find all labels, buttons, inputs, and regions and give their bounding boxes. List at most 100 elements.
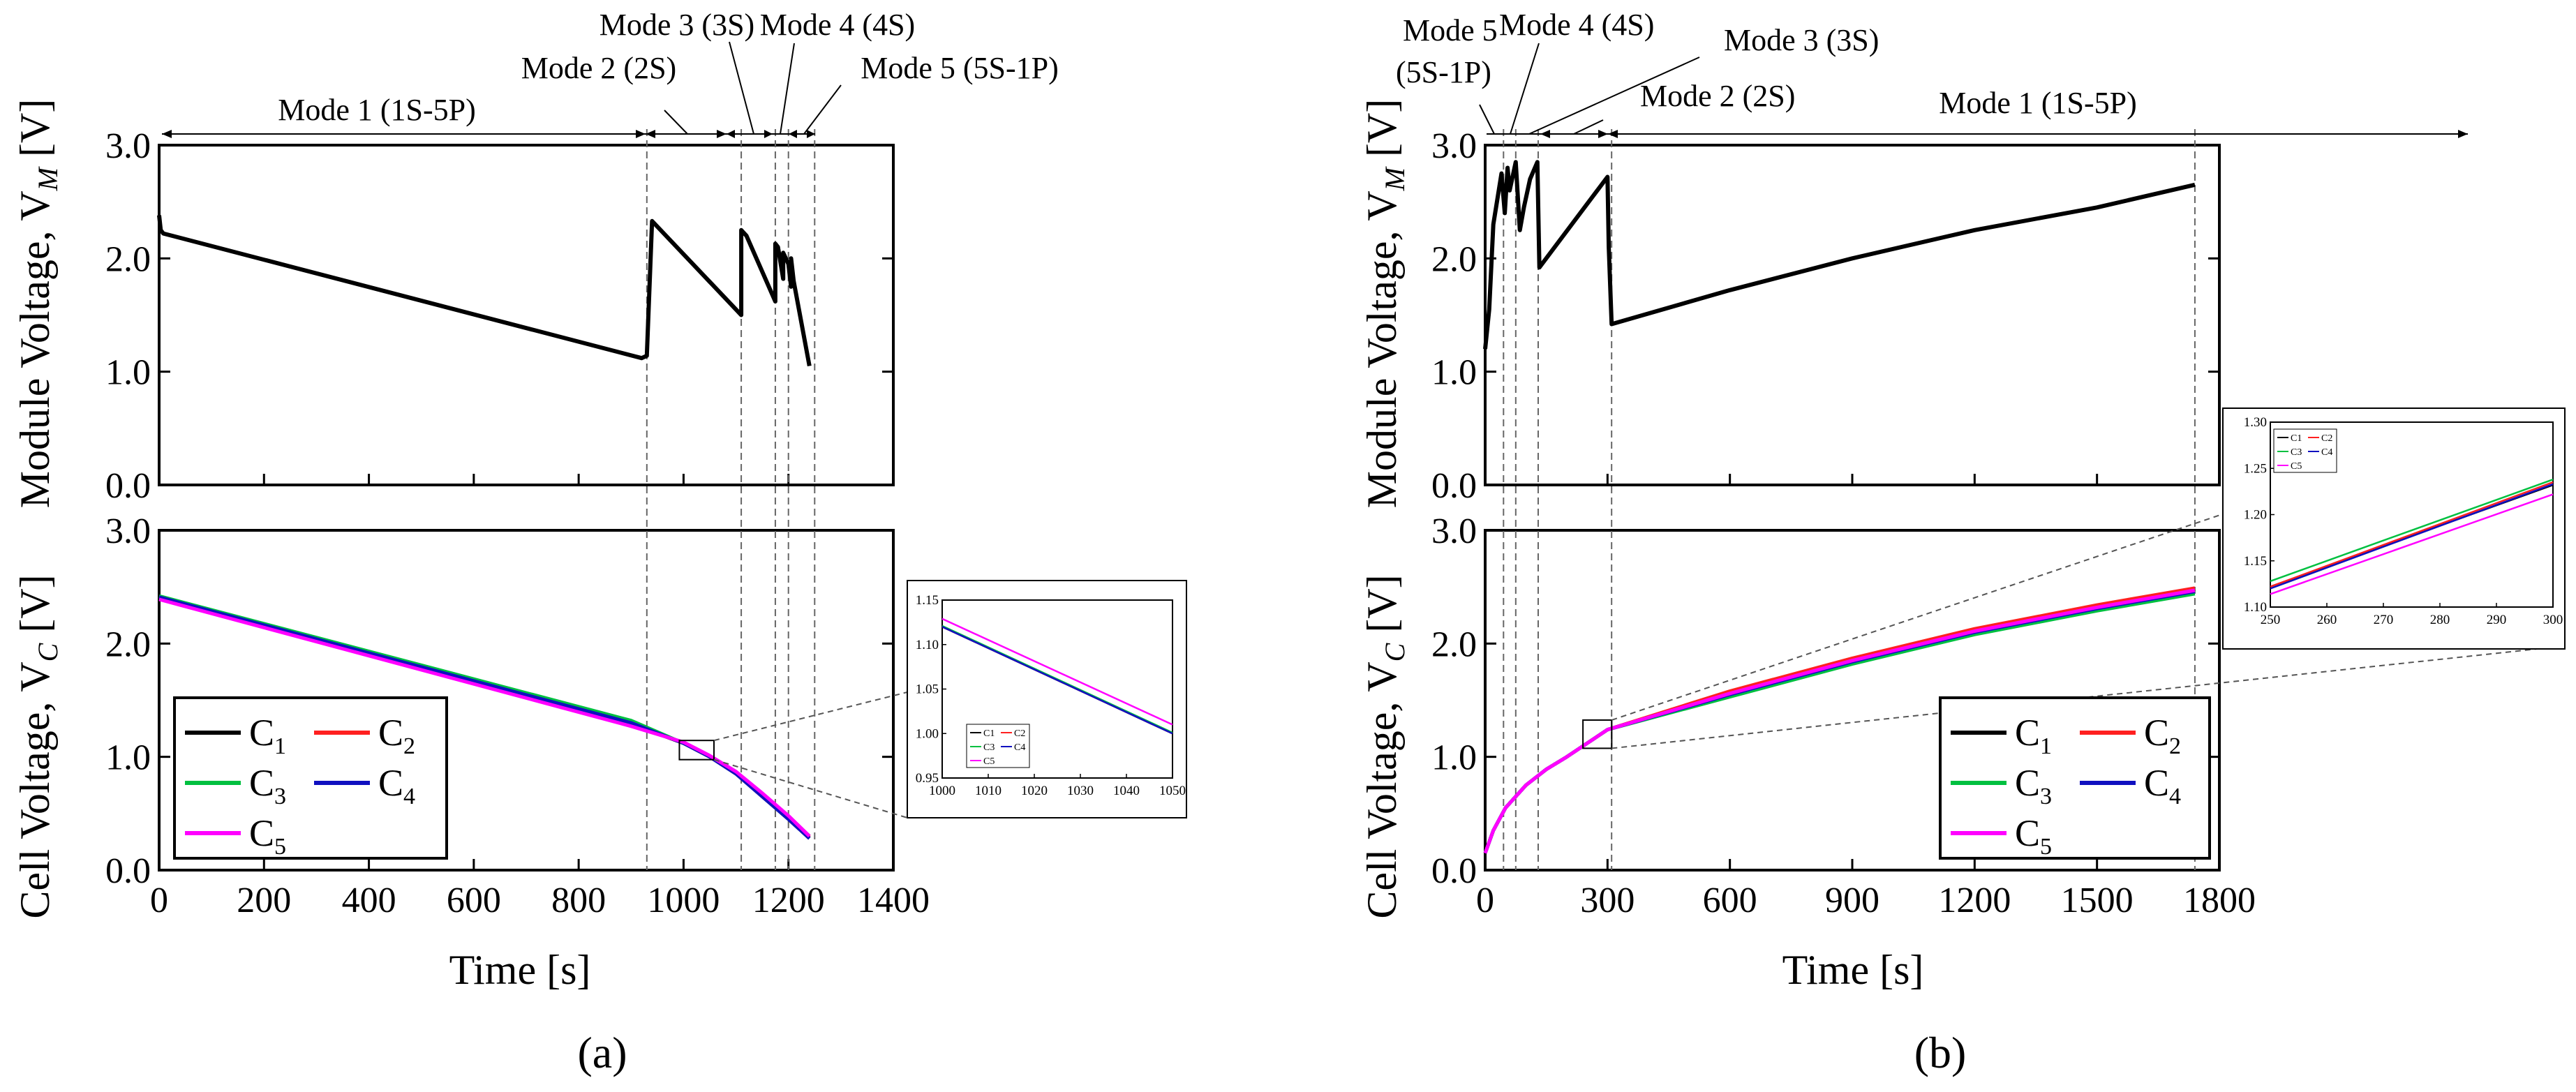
- xtick-label: 800: [551, 881, 606, 920]
- xlabel-b: Time [s]: [1782, 947, 1924, 993]
- inset-line-c2: [2270, 481, 2554, 588]
- cell-line-c5: [1483, 588, 2196, 854]
- inset-ytick-label: 1.25: [2244, 461, 2267, 476]
- inset-a: 1000 1010 1020 1030 1040 1050 0.95 1.00 1.05 1.10…: [907, 580, 1187, 818]
- module-ytick-label: 3.0: [1431, 126, 1477, 166]
- module-ytick-label: 2.0: [1431, 239, 1477, 279]
- mode-label-b-1: Mode 1 (1S-5P): [1939, 86, 2137, 120]
- mode-annotations-b: Mode 5 (5S-1P) Mode 4 (4S) Mode 3 (3S) M…: [1396, 8, 2468, 138]
- cell-ytick-label: 1.0: [1431, 738, 1477, 778]
- mode-label-a-3: Mode 3 (3S): [600, 8, 754, 42]
- inset-ytick-label: 1.15: [2244, 554, 2267, 569]
- inset-line-c4: [941, 626, 1173, 735]
- inset-legend-label-c2: C2: [2321, 433, 2332, 444]
- inset-xtick-label: 1050: [1159, 784, 1186, 798]
- mode-label-b-5: Mode 5: [1403, 13, 1498, 47]
- inset-ytick-label: 1.10: [916, 638, 939, 652]
- inset-ytick-label: 1.10: [2244, 600, 2267, 615]
- inset-ytick-label: 1.30: [2244, 415, 2267, 430]
- inset-legend-label-c1: C1: [2291, 433, 2302, 444]
- xtick-label: 1000: [647, 881, 720, 920]
- inset-legend-label-c3: C3: [2291, 447, 2302, 458]
- panel-b: 0.0 1.0 2.0 3.0 0.0 1.0 2.0 3.0 0 300 600 900 1200…: [1396, 8, 2566, 1077]
- ylabel-module-b: Module Voltage, VM [V]: [1359, 99, 1410, 509]
- cell-ytick-label: 0.0: [105, 851, 151, 891]
- xtick-label: 600: [1703, 881, 1757, 920]
- xtick-label: 0: [150, 881, 168, 920]
- mode-annotations-a: Mode 1 (1S-5P) Mode 2 (2S) Mode 3 (3S) M…: [162, 8, 1059, 138]
- mode-label-a-1: Mode 1 (1S-5P): [278, 93, 476, 127]
- cell-line-c5: [158, 597, 811, 838]
- xtick-label: 1200: [1938, 881, 2011, 920]
- xtick-label: 200: [237, 881, 291, 920]
- legend-label-c3: C3: [2015, 762, 2052, 809]
- legend-label-c2: C2: [378, 712, 415, 759]
- panel-a: 0.0 1.0 2.0 3.0 0.0 1.0 2.0 3.0 0 200 400 600 800 1…: [105, 8, 1187, 1077]
- inset-b: 250 260 270 280 290 300 1.10 1.15 1.20 1.25 1.30 C…: [2222, 407, 2566, 650]
- module-ytick-label: 2.0: [105, 239, 151, 279]
- inset-xtick-label: 280: [2430, 613, 2450, 627]
- cell-ytick-label: 2.0: [1431, 624, 1477, 664]
- zoom-connector: [713, 758, 908, 818]
- legend-label-c2: C2: [2144, 712, 2181, 759]
- inset-line-c5: [941, 618, 1173, 726]
- cell-ytick-label: 3.0: [1431, 511, 1477, 551]
- legend-label-c5: C5: [249, 812, 286, 860]
- inset-ytick-label: 0.95: [916, 771, 939, 786]
- inset-xtick-label: 1010: [975, 784, 1002, 798]
- mode-label-a-2: Mode 2 (2S): [521, 51, 676, 85]
- mode-label-b-5b: (5S-1P): [1396, 55, 1491, 89]
- mode-label-b-3: Mode 3 (3S): [1724, 23, 1879, 57]
- cell-ytick-label: 3.0: [105, 511, 151, 551]
- inset-legend-label-c3: C3: [983, 742, 995, 753]
- cell-ytick-label: 1.0: [105, 738, 151, 778]
- inset-legend-label-c5: C5: [2291, 461, 2302, 472]
- xtick-label: 400: [342, 881, 396, 920]
- inset-xtick-label: 260: [2317, 613, 2337, 627]
- module-ytick-label: 1.0: [105, 353, 151, 393]
- inset-line-c3: [2270, 479, 2554, 583]
- xtick-label: 300: [1580, 881, 1635, 920]
- module-ytick-label: 3.0: [105, 126, 151, 166]
- inset-ytick-label: 1.15: [916, 593, 939, 608]
- legend-label-c5: C5: [2015, 812, 2052, 860]
- ylabel-module-a: Module Voltage, VM [V]: [12, 99, 64, 509]
- legend-b: C1 C2 C3 C4 C5: [1939, 696, 2211, 860]
- inset-xtick-label: 270: [2374, 613, 2394, 627]
- xtick-label: 1200: [752, 881, 825, 920]
- legend-label-c4: C4: [378, 762, 415, 809]
- xtick-label: 900: [1825, 881, 1879, 920]
- mode-label-b-4: Mode 4 (4S): [1499, 8, 1654, 42]
- xlabel-a: Time [s]: [449, 947, 591, 993]
- mode-label-a-4: Mode 4 (4S): [760, 8, 915, 42]
- cell-ytick-label: 2.0: [105, 624, 151, 664]
- inset-legend-label-c5: C5: [983, 756, 995, 767]
- legend-a: C1 C2 C3 C4 C5: [173, 696, 448, 860]
- inset-xtick-label: 290: [2487, 613, 2507, 627]
- inset-xtick-label: 250: [2261, 613, 2281, 627]
- xtick-label: 1800: [2183, 881, 2256, 920]
- inset-legend-label-c4: C4: [2321, 447, 2332, 458]
- xtick-label: 0: [1476, 881, 1494, 920]
- module-voltage-line: [1483, 160, 2196, 350]
- inset-xtick-label: 300: [2543, 613, 2563, 627]
- cell-axes-a: [158, 529, 895, 872]
- xtick-label: 600: [447, 881, 501, 920]
- inset-ytick-label: 1.00: [916, 726, 939, 741]
- inset-xtick-label: 1000: [929, 784, 955, 798]
- inset-xtick-label: 1040: [1113, 784, 1140, 798]
- zoom-box: [1582, 719, 1613, 749]
- panel-label-b: (b): [1914, 1028, 1967, 1077]
- legend-label-c1: C1: [249, 712, 286, 759]
- panel-label-a: (a): [577, 1028, 627, 1077]
- module-ytick-label: 0.0: [105, 466, 151, 506]
- inset-legend-label-c4: C4: [1014, 742, 1025, 753]
- module-ytick-label: 0.0: [1431, 466, 1477, 506]
- legend-label-c1: C1: [2015, 712, 2052, 759]
- module-ytick-label: 1.0: [1431, 353, 1477, 393]
- module-voltage-line: [157, 215, 812, 367]
- module-axes-a: [158, 144, 895, 486]
- inset-xtick-label: 1020: [1021, 784, 1048, 798]
- zoom-connector: [1611, 648, 2538, 749]
